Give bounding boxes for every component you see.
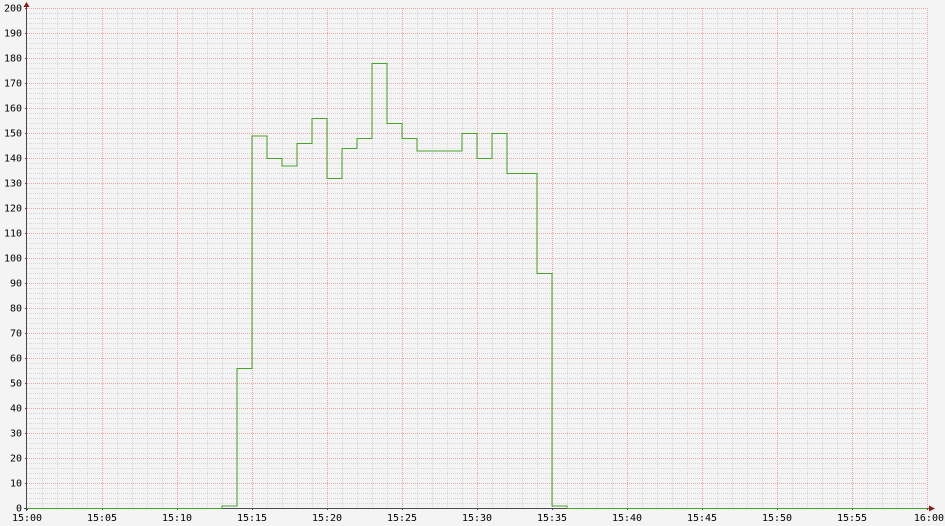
- x-axis-arrow-icon: [929, 505, 935, 512]
- y-tick-label: 60: [10, 354, 22, 365]
- x-tick-label: 15:45: [687, 513, 717, 524]
- y-tick-label: 20: [10, 454, 22, 465]
- series-line-0: [27, 63, 927, 509]
- y-tick-label: 140: [4, 154, 22, 165]
- y-tick-label: 70: [10, 329, 22, 340]
- x-axis-tick-labels: 15:00 15:05 15:10 15:15 15:20 15:25 15:30 15:35…: [12, 513, 944, 524]
- y-tick-label: 150: [4, 129, 22, 140]
- y-axis-tick-labels: 0 10 20 30 40 50 60 70 80 90 100 110 120 130 140 150 160…: [4, 4, 22, 515]
- y-tick-label: 90: [10, 279, 22, 290]
- x-tick-label: 15:35: [537, 513, 567, 524]
- y-tick-label: 160: [4, 104, 22, 115]
- y-tick-label: 100: [4, 254, 22, 265]
- y-tick-label: 40: [10, 404, 22, 415]
- x-tick-label: 15:25: [387, 513, 417, 524]
- series-layer: [27, 63, 927, 509]
- x-tick-label: 15:55: [837, 513, 867, 524]
- y-axis-arrow-icon: [23, 2, 30, 7]
- y-tick-label: 200: [4, 4, 22, 15]
- y-tick-label: 0: [16, 504, 22, 515]
- x-tick-label: 15:20: [312, 513, 342, 524]
- x-tick-label: 15:05: [87, 513, 117, 524]
- major-grid: [27, 8, 928, 508]
- y-tick-label: 120: [4, 204, 22, 215]
- y-tick-label: 80: [10, 304, 22, 315]
- x-tick-label: 15:15: [237, 513, 267, 524]
- y-tick-label: 130: [4, 179, 22, 190]
- y-tick-label: 190: [4, 29, 22, 40]
- y-tick-label: 10: [10, 479, 22, 490]
- x-tick-label: 15:50: [762, 513, 792, 524]
- y-tick-label: 170: [4, 79, 22, 90]
- x-tick-label: 16:00: [914, 513, 944, 524]
- y-tick-label: 110: [4, 229, 22, 240]
- y-tick-label: 50: [10, 379, 22, 390]
- y-tick-label: 180: [4, 54, 22, 65]
- x-tick-label: 15:40: [612, 513, 642, 524]
- x-tick-label: 15:10: [162, 513, 192, 524]
- x-tick-label: 15:30: [462, 513, 492, 524]
- y-tick-label: 30: [10, 429, 22, 440]
- x-tick-label: 15:00: [12, 513, 42, 524]
